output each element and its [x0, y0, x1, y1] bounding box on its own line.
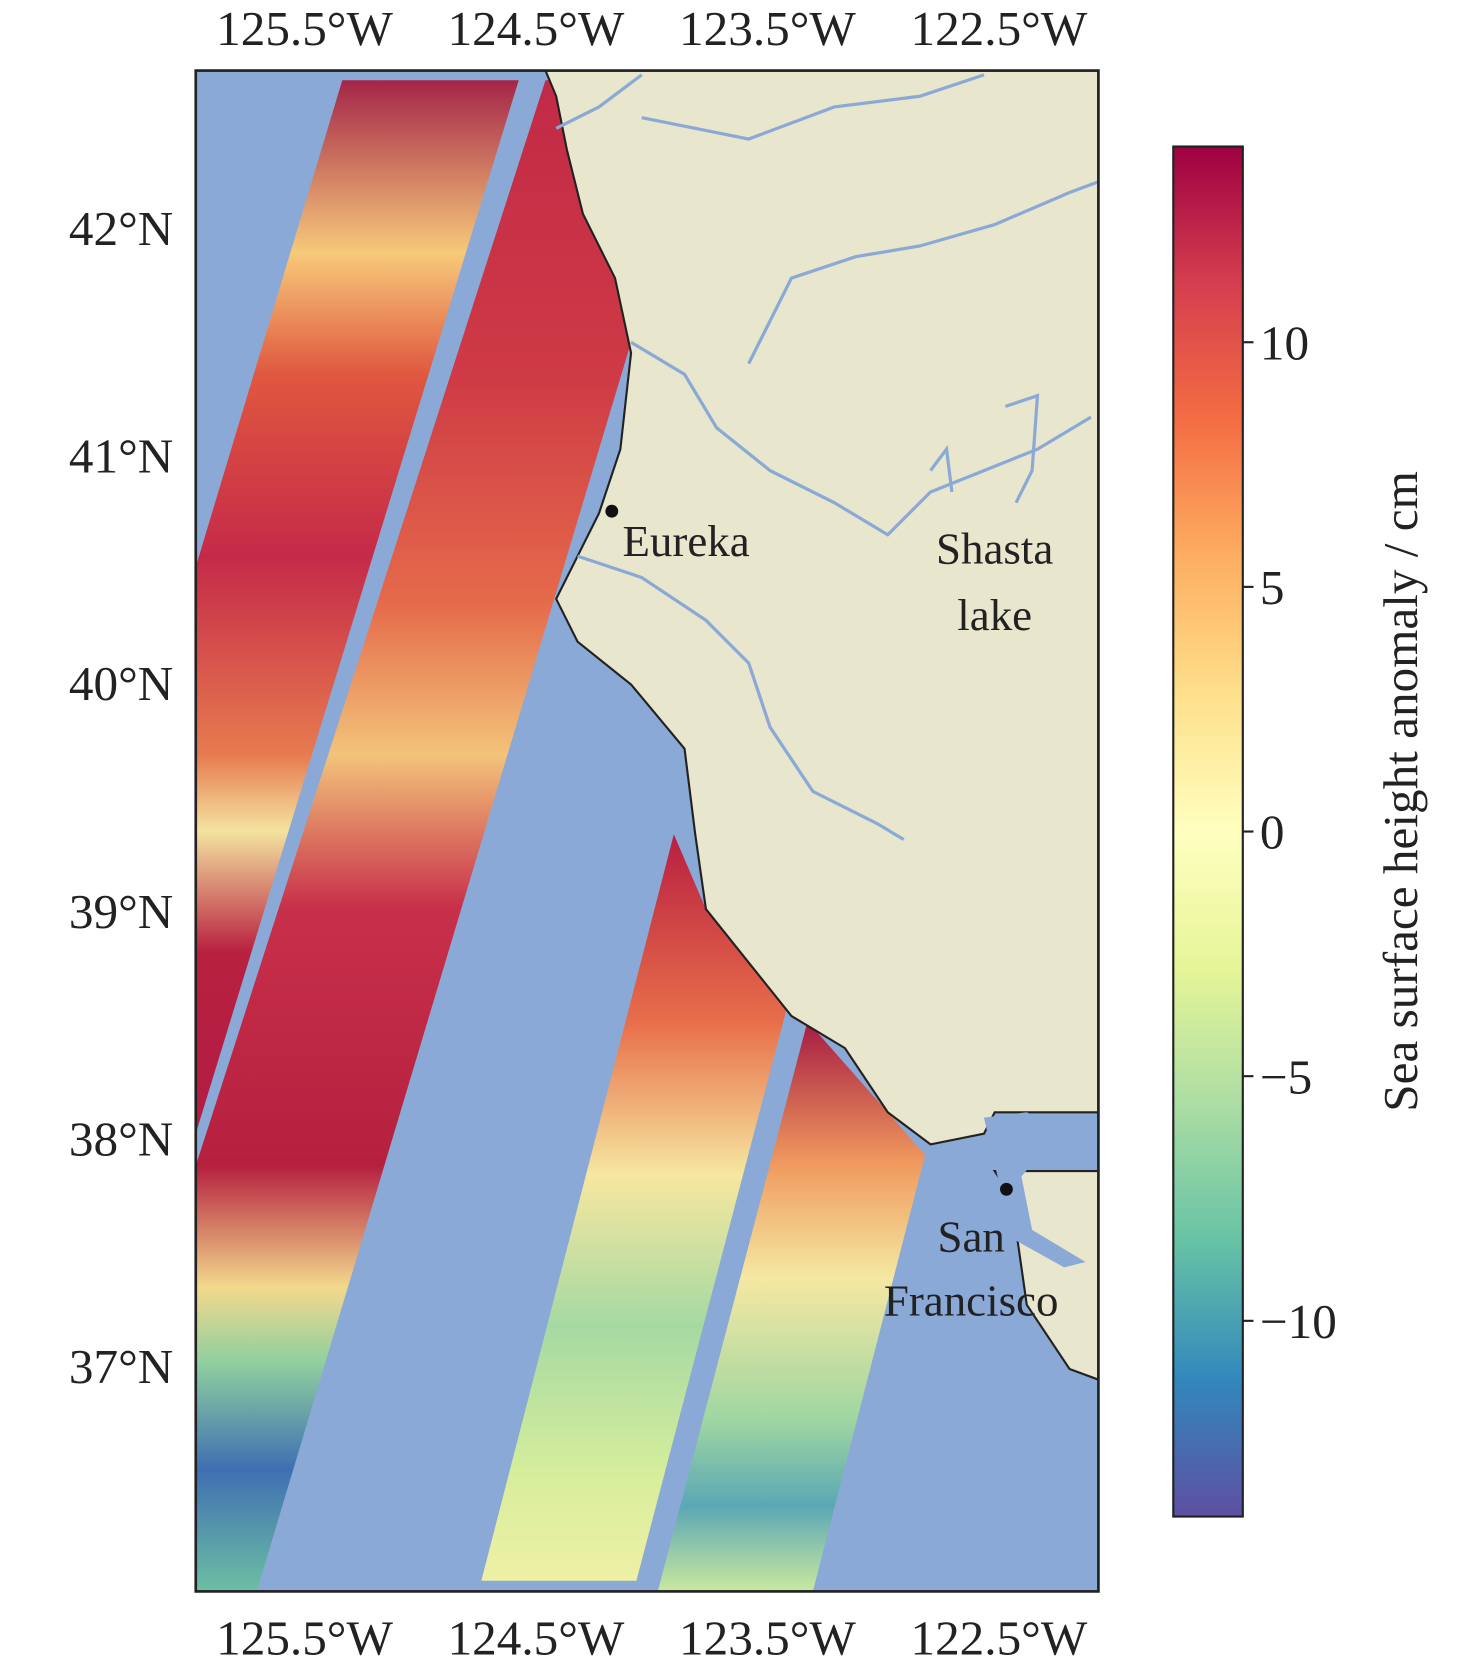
colorbar-tick-label: −5	[1260, 1049, 1312, 1104]
swath	[195, 80, 642, 1592]
rivers	[555, 73, 1099, 841]
city-dot	[605, 504, 619, 518]
colorbar	[1172, 145, 1244, 1518]
lon-tick-label: 125.5°W	[216, 1, 393, 56]
place-label: San	[937, 1211, 1004, 1261]
lat-tick-label: 42°N	[69, 201, 173, 256]
lat-tick-label: 39°N	[69, 884, 173, 939]
map	[195, 70, 1099, 1592]
lat-tick-label: 41°N	[69, 428, 173, 483]
colorbar-label: Sea surface height anomaly / cm	[1373, 471, 1428, 1112]
colorbar-tick-label: 5	[1260, 560, 1285, 615]
place-label: lake	[957, 590, 1032, 640]
lon-tick-label: 124.5°W	[448, 1, 625, 56]
map-frame	[194, 69, 1100, 1593]
lat-tick-label: 37°N	[69, 1339, 173, 1394]
lon-tick-label: 124.5°W	[448, 1611, 625, 1662]
lon-tick-label: 125.5°W	[216, 1611, 393, 1662]
lon-tick-label: 123.5°W	[679, 1611, 856, 1662]
colorbar-tick-label: −10	[1260, 1294, 1337, 1349]
bay	[983, 1112, 1099, 1268]
swath	[195, 80, 519, 1134]
place-label: Eureka	[622, 516, 749, 566]
lon-tick-label: 122.5°W	[911, 1, 1088, 56]
city-dot	[1000, 1182, 1013, 1196]
place-label: Shasta	[936, 524, 1053, 574]
place-label: Francisco	[884, 1275, 1059, 1325]
colorbar-tick-label: 10	[1260, 315, 1309, 370]
lon-tick-label: 123.5°W	[679, 1, 856, 56]
lat-tick-label: 38°N	[69, 1111, 173, 1166]
lon-tick-label: 122.5°W	[911, 1611, 1088, 1662]
swath	[481, 834, 787, 1581]
swath	[657, 1021, 926, 1592]
lat-tick-label: 40°N	[69, 656, 173, 711]
colorbar-tick-label: 0	[1260, 805, 1285, 860]
